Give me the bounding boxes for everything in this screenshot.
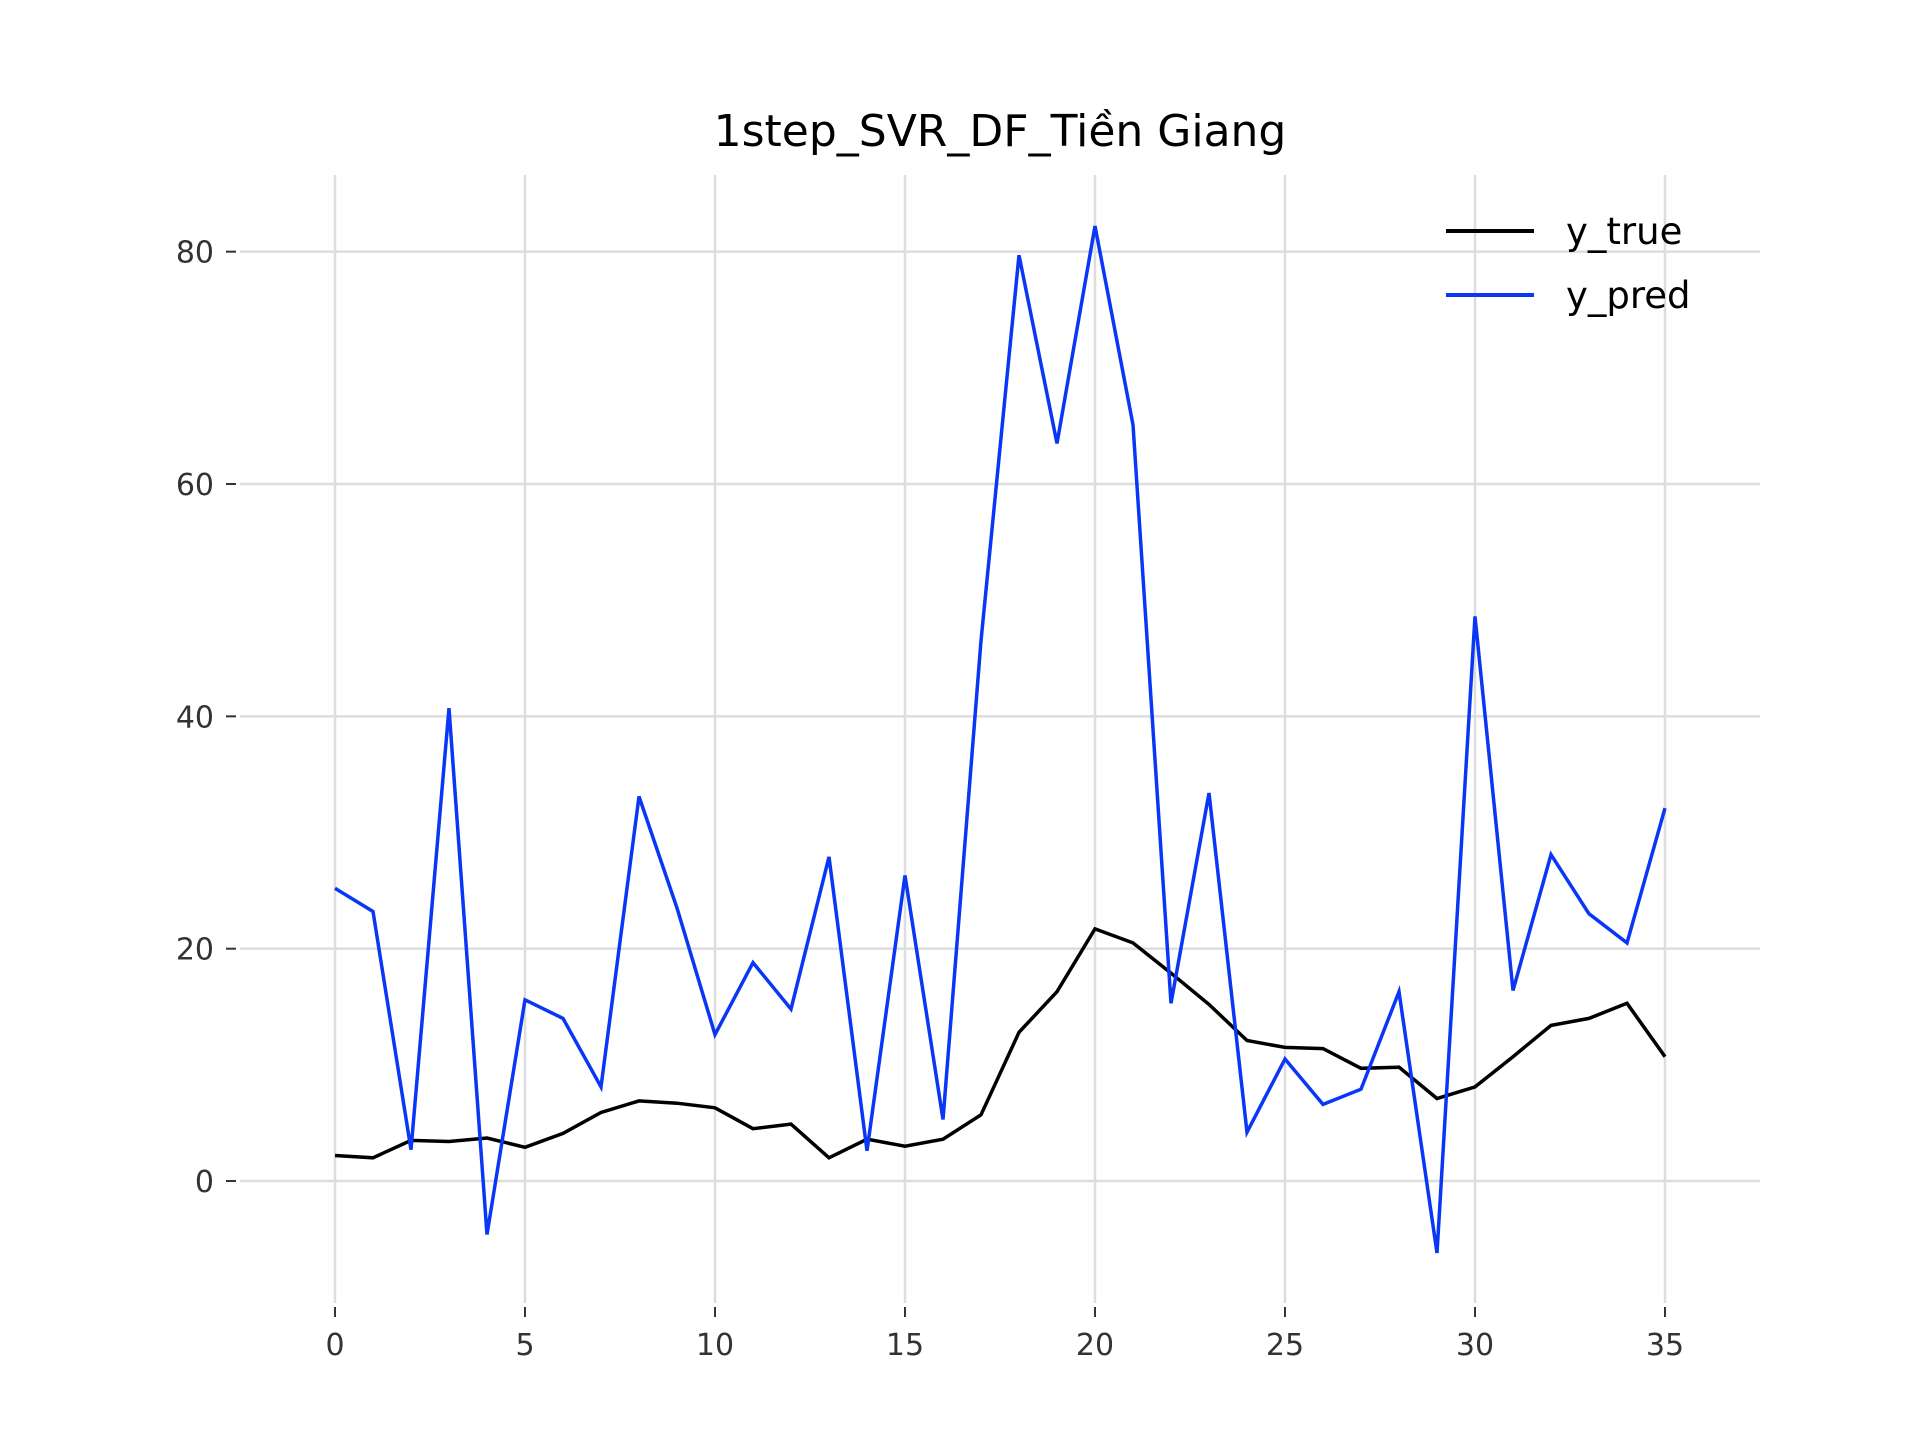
x-tick-label: 25	[1266, 1328, 1304, 1363]
plot-area	[334, 225, 1667, 1254]
x-tick-label: 20	[1076, 1328, 1114, 1363]
x-tick-label: 5	[515, 1328, 534, 1363]
y-tick-label: 0	[195, 1165, 214, 1200]
y-axis: 0 20 40 60 80	[176, 236, 236, 1200]
y-tick-label: 40	[176, 700, 214, 735]
y-tick-label: 60	[176, 468, 214, 503]
chart-title: 1step_SVR_DF_Tiền Giang	[714, 106, 1287, 157]
y-tick-label: 20	[176, 933, 214, 968]
legend-label-y-true: y_true	[1566, 210, 1682, 253]
y-tick-label: 80	[176, 236, 214, 271]
x-tick-label: 35	[1646, 1328, 1684, 1363]
legend-label-y-pred: y_pred	[1566, 274, 1691, 317]
x-tick-label: 30	[1456, 1328, 1494, 1363]
x-tick-label: 10	[696, 1328, 734, 1363]
grid	[240, 175, 1760, 1303]
series-line-y-pred	[334, 225, 1667, 1254]
x-axis: 0 5 10 15 20 25 30 35	[325, 1307, 1684, 1363]
series-line-y-true	[334, 926, 1667, 1160]
x-tick-label: 0	[325, 1328, 344, 1363]
legend: y_true y_pred	[1446, 210, 1691, 317]
x-tick-label: 15	[886, 1328, 924, 1363]
